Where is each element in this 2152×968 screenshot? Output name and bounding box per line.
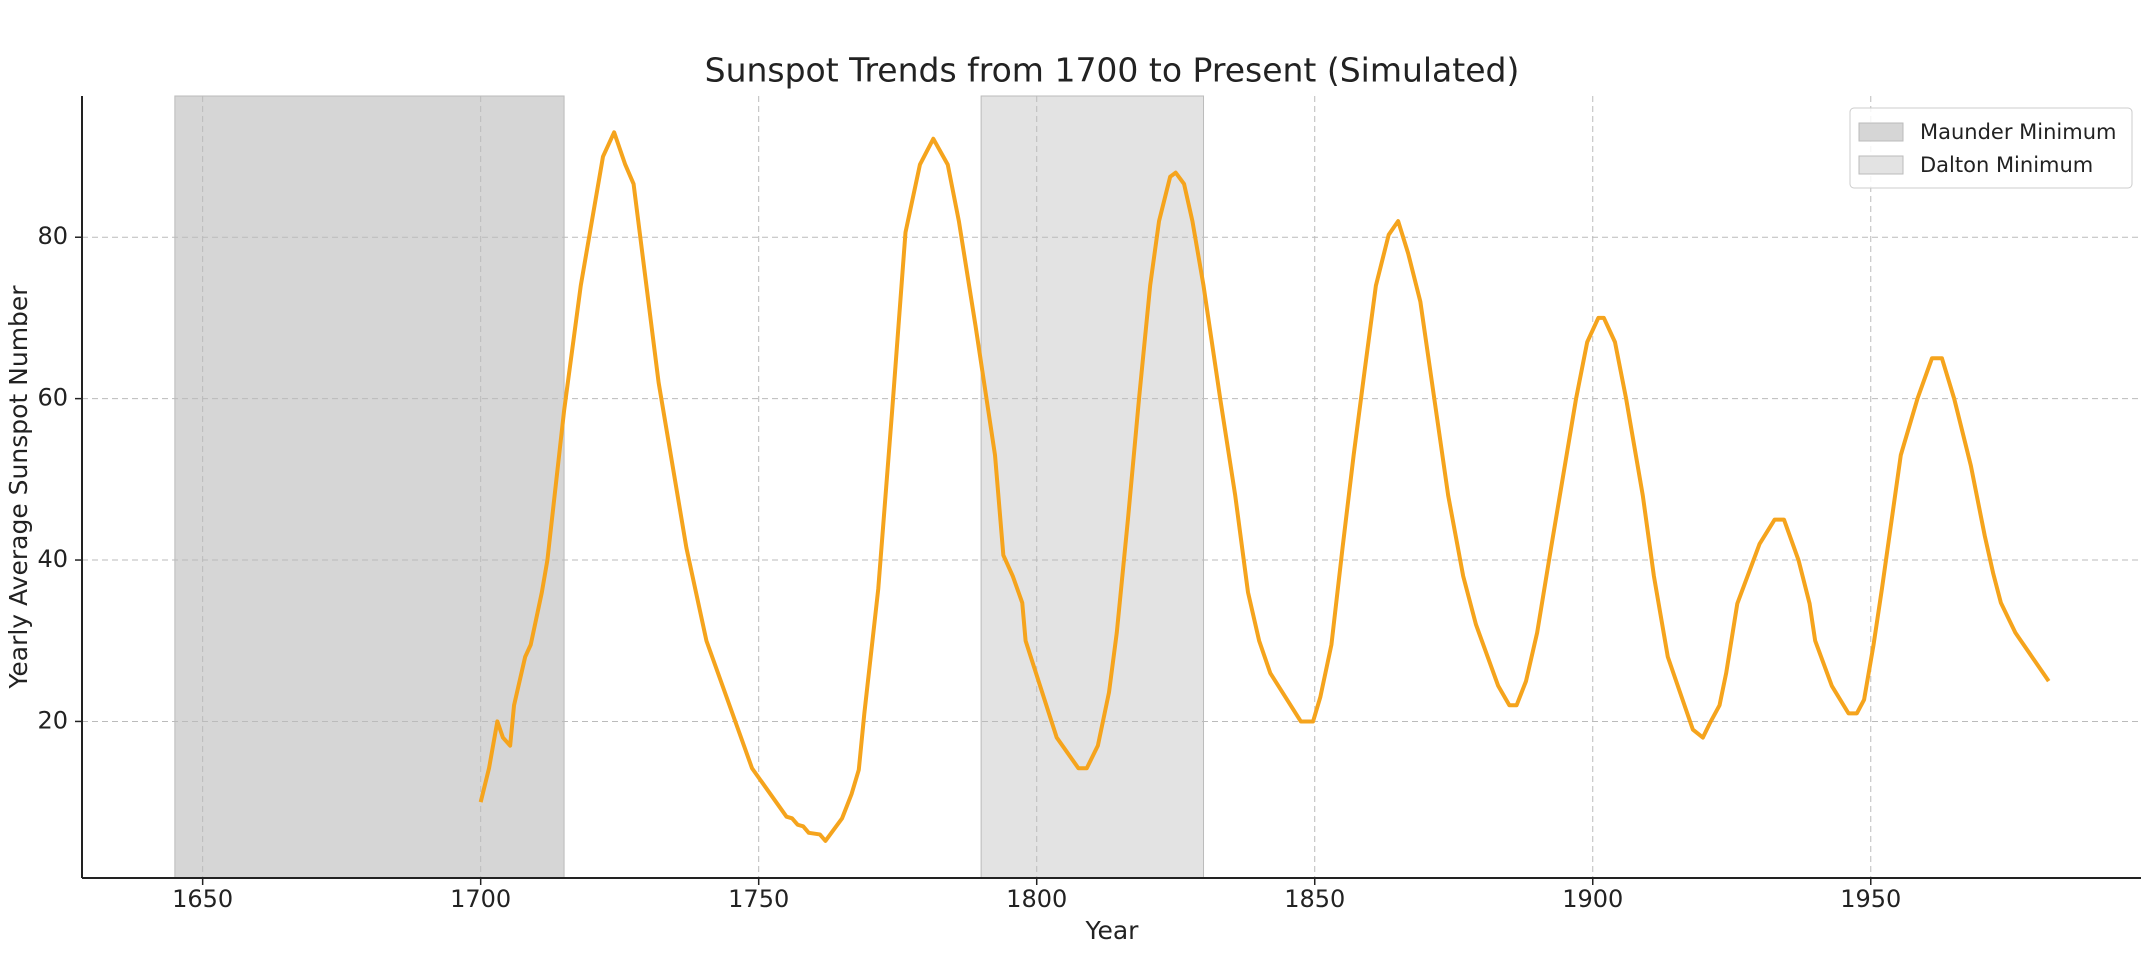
shaded-span: [980, 95, 1205, 879]
x-tick-label: 1700: [450, 885, 511, 913]
y-tick-label: 40: [37, 545, 68, 573]
x-tick-label: 1950: [1840, 885, 1901, 913]
y-tick-label: 80: [37, 222, 68, 250]
y-tick-label: 20: [37, 706, 68, 734]
y-axis-label: Yearly Average Sunspot Number: [4, 285, 33, 690]
legend-swatch: [1858, 155, 1904, 175]
legend-box: [1849, 107, 2133, 189]
legend-swatch: [1858, 122, 1904, 142]
legend-label: Dalton Minimum: [1920, 153, 2093, 177]
x-tick-label: 1800: [1006, 885, 1067, 913]
x-axis-label: Year: [1085, 916, 1140, 945]
chart-title: Sunspot Trends from 1700 to Present (Sim…: [705, 51, 1520, 90]
x-tick-label: 1850: [1284, 885, 1345, 913]
y-tick-label: 60: [37, 384, 68, 412]
legend-label: Maunder Minimum: [1920, 120, 2117, 144]
series-line: [478, 130, 2051, 843]
shaded-span: [174, 95, 565, 879]
x-tick-label: 1650: [172, 885, 233, 913]
x-tick-label: 1900: [1562, 885, 1623, 913]
x-tick-label: 1750: [728, 885, 789, 913]
